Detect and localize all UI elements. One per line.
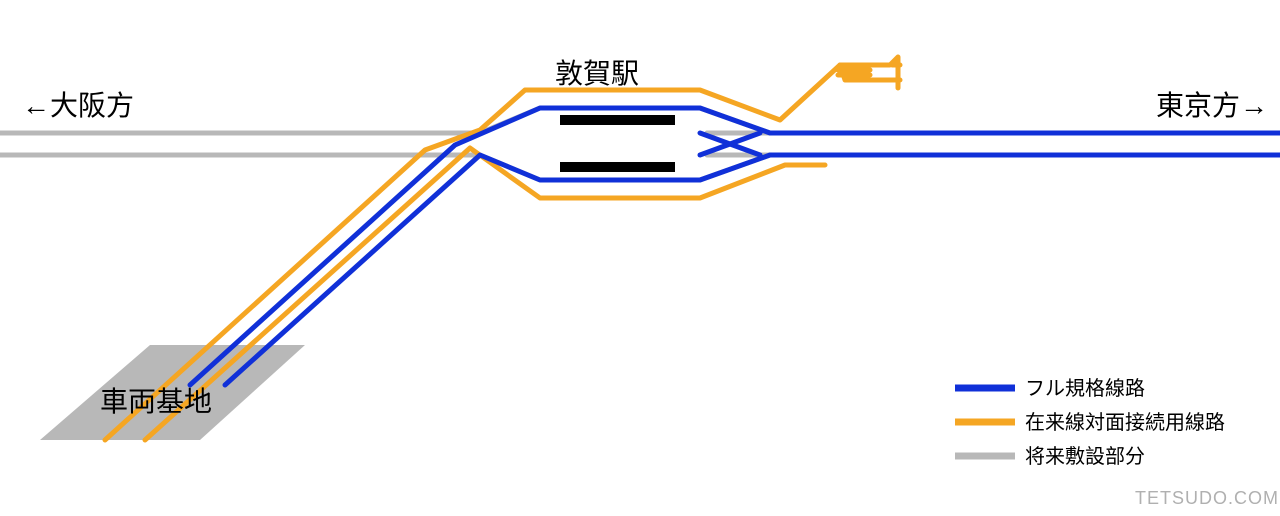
station-label: 敦賀駅 [555,52,639,92]
watermark-label: TETSUDO.COM [1135,488,1279,509]
legend-label-0: フル規格線路 [1025,377,1145,400]
legend-label-1: 在来線対面接続用線路 [1025,411,1225,434]
platform-0 [560,115,675,125]
right-direction-label: 東京方→ [1156,84,1268,124]
track-diagram: フル規格線路在来線対面接続用線路将来敷設部分 敦賀駅 ←大阪方 東京方→ 車両基… [0,0,1280,516]
full-spec-track-3 [225,155,770,385]
svg-canvas: フル規格線路在来線対面接続用線路将来敷設部分 [0,0,1280,516]
depot-label: 車両基地 [100,380,212,420]
legend-label-2: 将来敷設部分 [1025,445,1145,468]
conventional-track-3 [838,70,870,75]
left-direction-label: ←大阪方 [22,84,134,124]
full-spec-track-2 [190,108,770,385]
platform-1 [560,162,675,172]
